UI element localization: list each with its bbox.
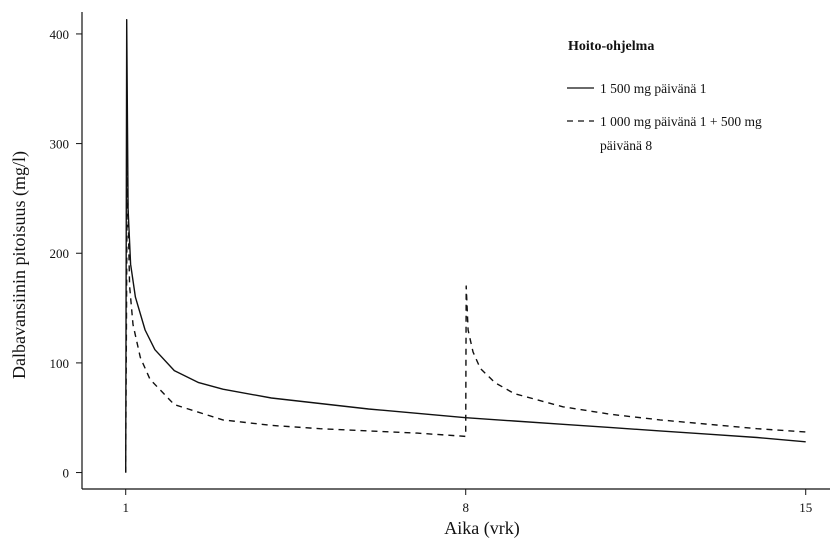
y-axis-title: Dalbavansiinin pitoisuus (mg/l) [9, 151, 30, 379]
legend-title: Hoito-ohjelma [568, 39, 654, 54]
x-tick-label: 8 [462, 500, 469, 515]
y-tick-label: 100 [50, 356, 70, 371]
legend-label-dashed-line2: päivänä 8 [600, 138, 652, 153]
y-tick-label: 200 [50, 246, 70, 261]
y-tick-label: 400 [50, 27, 70, 42]
x-axis-title: Aika (vrk) [444, 518, 519, 539]
y-tick-label: 300 [50, 137, 70, 152]
legend-label-dashed-line1: 1 000 mg päivänä 1 + 500 mg [600, 114, 762, 129]
x-tick-label: 1 [122, 500, 129, 515]
y-tick-label: 0 [63, 466, 70, 481]
series-line-dashed [125, 170, 806, 473]
series-layer [125, 19, 806, 473]
x-tick-label: 15 [799, 500, 812, 515]
legend-label-solid: 1 500 mg päivänä 1 [600, 81, 706, 96]
legend: Hoito-ohjelma 1 500 mg päivänä 1 1 000 m… [567, 39, 762, 153]
axes: 0 100 200 300 400 1 8 15 [50, 12, 830, 515]
series-line-solid [125, 19, 806, 473]
